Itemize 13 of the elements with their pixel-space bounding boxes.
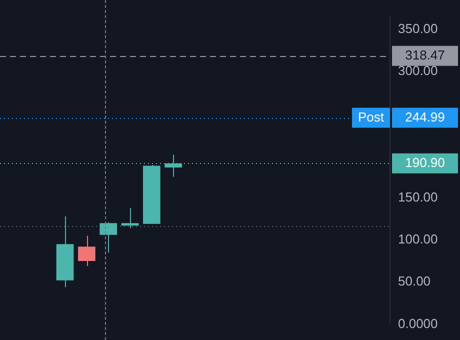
candlestick [121,207,139,229]
y-tick-label: 150.00 [398,189,438,204]
ref-line-label: 190.90 [405,154,445,170]
ref-line-label: 244.99 [405,109,445,124]
ref-line-label: 318.47 [405,47,445,62]
y-tick-label: 350.00 [398,20,438,36]
y-tick-label: 300.00 [398,62,438,78]
candlestick [100,222,117,254]
candlestick [78,235,96,267]
y-tick-label: 100.00 [398,232,438,247]
y-tick-label: 50.00 [398,274,431,289]
annotation: Post [358,109,384,124]
y-tick-label: 0.0000 [398,316,438,331]
